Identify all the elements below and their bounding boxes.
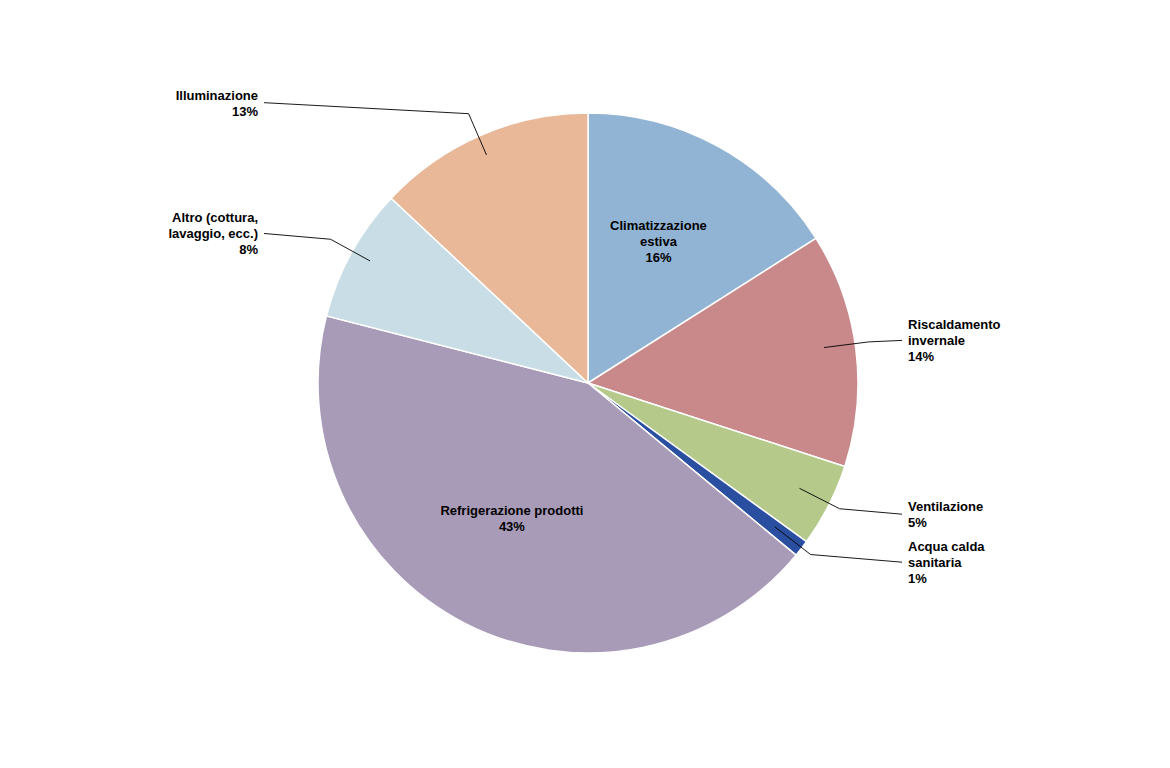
svg-text:Altro (cottura,lavaggio, ecc.): Altro (cottura,lavaggio, ecc.)8%: [168, 210, 258, 257]
svg-text:Illuminazione13%: Illuminazione13%: [176, 87, 259, 118]
svg-text:Refrigerazione prodotti43%: Refrigerazione prodotti43%: [440, 502, 583, 533]
svg-text:Acqua caldasanitaria1%: Acqua caldasanitaria1%: [908, 539, 985, 586]
svg-text:Ventilazione5%: Ventilazione5%: [908, 499, 983, 530]
svg-text:Riscaldamentoinvernale14%: Riscaldamentoinvernale14%: [908, 317, 1001, 364]
svg-text:Climatizzazioneestiva16%: Climatizzazioneestiva16%: [610, 217, 707, 264]
